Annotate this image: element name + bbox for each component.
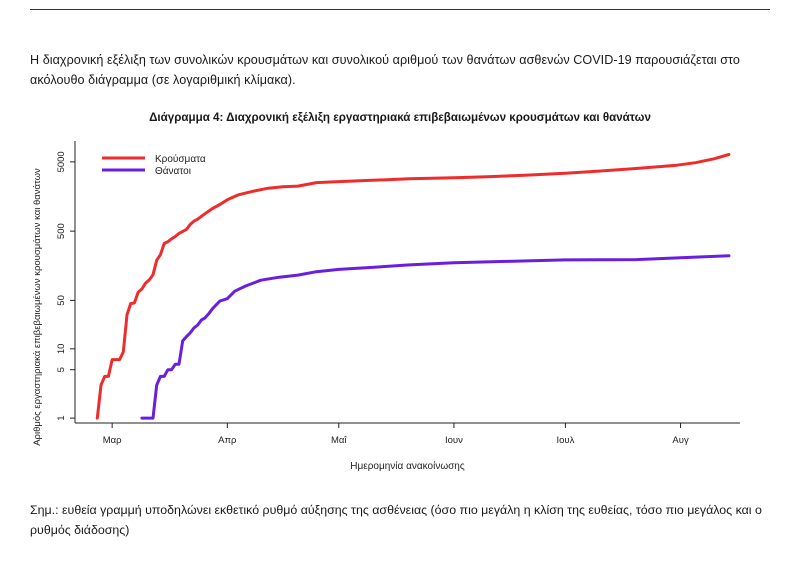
y-tick-label: 50 bbox=[56, 295, 67, 306]
series-line-2 bbox=[140, 254, 731, 420]
x-tick-label: Μαρ bbox=[103, 435, 122, 446]
intro-paragraph: Η διαχρονική εξέλιξη των συνολικών κρουσ… bbox=[30, 53, 740, 87]
x-tick-label: Ιουν bbox=[445, 435, 463, 446]
y-tick-label: 5 bbox=[56, 367, 67, 372]
y-tick-label: 10 bbox=[56, 344, 67, 355]
x-axis-label: Ημερομηνία ανακοίνωσης bbox=[350, 460, 465, 472]
x-tick-label: Μαΐ bbox=[331, 435, 347, 446]
y-axis-label: Αριθμός εργαστηριακά επιβεβαιωμένων κρου… bbox=[32, 168, 43, 446]
x-tick-label: Αυγ bbox=[672, 435, 689, 446]
footnote: Σημ.: ευθεία γραμμή υποδηλώνει εκθετικό … bbox=[30, 503, 762, 537]
chart-title: Διάγραμμα 4: Διαχρονική εξέλιξη εργαστηρ… bbox=[149, 111, 651, 124]
series-line-1 bbox=[95, 153, 731, 420]
x-tick-label: Απρ bbox=[218, 435, 237, 446]
legend-label-1: Κρούσματα bbox=[155, 153, 206, 165]
x-tick-label: Ιουλ bbox=[556, 435, 574, 446]
y-tick-label: 500 bbox=[56, 223, 67, 239]
legend-label-2: Θάνατοι bbox=[155, 165, 191, 177]
y-tick-label: 1 bbox=[56, 415, 67, 420]
y-tick-label: 5000 bbox=[56, 151, 67, 172]
top-rule bbox=[30, 9, 770, 10]
